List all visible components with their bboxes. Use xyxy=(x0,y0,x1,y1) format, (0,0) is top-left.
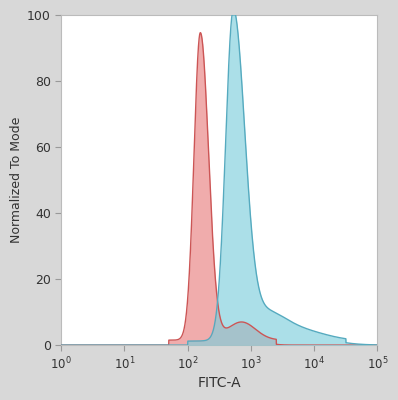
X-axis label: FITC-A: FITC-A xyxy=(197,376,241,390)
Y-axis label: Normalized To Mode: Normalized To Mode xyxy=(10,117,23,243)
